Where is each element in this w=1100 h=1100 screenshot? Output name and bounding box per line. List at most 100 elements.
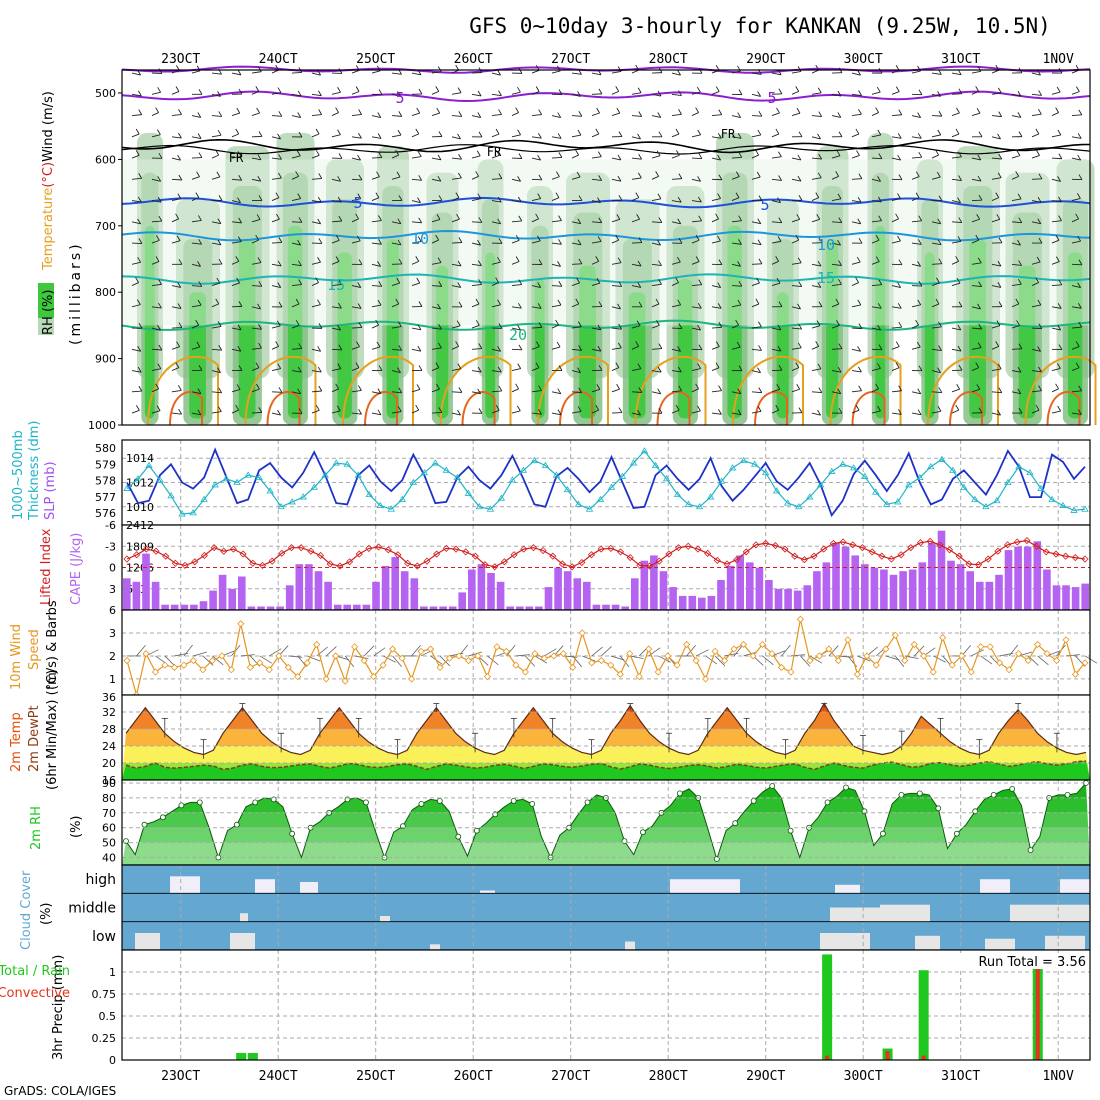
- wind-barb-flag: [998, 237, 1003, 244]
- wind-barb-flag: [1038, 237, 1043, 244]
- wind-barb-flag: [935, 298, 940, 305]
- wind-barb: [791, 388, 800, 393]
- wind10-speed-point: [540, 654, 548, 662]
- lifted-index-point: [849, 541, 857, 549]
- wind-barb: [451, 325, 461, 329]
- wind-barb-flag: [157, 196, 162, 203]
- wind10-speed-point: [683, 640, 691, 649]
- wind-barb: [451, 218, 460, 223]
- wind-barb-flag: [478, 279, 482, 285]
- wind-barb: [551, 304, 562, 308]
- wind-barb-flag: [936, 277, 940, 284]
- wind-barb: [931, 410, 942, 414]
- wind-barb: [391, 303, 399, 308]
- cape-bar: [908, 569, 917, 610]
- wind-barb: [531, 157, 541, 161]
- wind10-speed-point: [161, 661, 169, 669]
- wind-barb: [891, 218, 899, 223]
- wind10-speed-point: [929, 668, 937, 676]
- wind-barb: [631, 69, 639, 74]
- wind-barb: [531, 285, 541, 288]
- wind-barb-flag: [798, 323, 803, 330]
- thickness-point: [618, 472, 627, 479]
- wind-barb-flag: [598, 217, 603, 223]
- wind-barb: [391, 282, 400, 286]
- wind-barb-flag: [377, 261, 381, 267]
- wind-barb: [1071, 91, 1080, 95]
- wind-barb-flag: [817, 409, 821, 416]
- wind-barb: [271, 197, 280, 201]
- wind-barb: [871, 327, 881, 331]
- wind-barb: [871, 200, 882, 203]
- wind10-barb: [544, 648, 557, 657]
- wind-barb: [151, 91, 161, 95]
- cape-bar: [755, 567, 764, 610]
- wind-barb: [531, 218, 539, 223]
- wind-barb-flag: [358, 109, 363, 115]
- wind-barb-flag: [198, 152, 203, 158]
- wind-barb: [991, 157, 1002, 160]
- wind-barb-flag: [1055, 256, 1060, 262]
- cape-bar: [257, 606, 265, 610]
- wind-barb: [491, 133, 500, 138]
- wind-barb-flag: [596, 384, 601, 390]
- wind-barb-flag: [698, 153, 703, 159]
- wind-barb: [831, 198, 842, 202]
- wind-barb: [891, 157, 901, 161]
- cloud-block-low: [625, 941, 635, 950]
- wind10-barb: [344, 655, 355, 668]
- wind-barb-flag: [397, 367, 401, 373]
- wind-barb-flag: [1018, 260, 1022, 266]
- wind-barb: [331, 388, 339, 393]
- wind-barb-flag: [877, 129, 882, 136]
- wind-barb-flag: [877, 324, 882, 331]
- wind10-speed-point: [939, 634, 947, 642]
- precip-legend-convective: Convective: [0, 986, 70, 1001]
- wind-barb-flag: [915, 171, 920, 177]
- wind-barb-flag: [1057, 324, 1062, 331]
- wind-barb: [791, 90, 799, 95]
- wind-barb-flag: [218, 387, 223, 394]
- cape-bar: [774, 588, 783, 610]
- thickness-point: [607, 483, 616, 490]
- wind-barb-flag: [758, 110, 763, 117]
- cloud-block-low: [1045, 935, 1085, 950]
- wind-barb: [651, 370, 662, 373]
- wind10-speed-point: [844, 636, 852, 644]
- wind-barb: [371, 324, 379, 329]
- wind-barb-flag: [917, 112, 922, 118]
- wind-barb-flag: [817, 87, 822, 94]
- wind-barb: [251, 347, 262, 350]
- wind-barb: [511, 368, 521, 371]
- wind-barb-flag: [815, 192, 820, 198]
- wind-barb: [351, 346, 360, 350]
- wind-barb: [591, 388, 601, 393]
- wind-barb-flag: [378, 365, 383, 371]
- wind-barb-flag: [658, 343, 663, 349]
- wind-barb: [171, 389, 182, 393]
- temp-tick-label: 24: [102, 740, 116, 753]
- wind-barb: [571, 242, 582, 246]
- cape-bar: [132, 581, 141, 610]
- wind-barb-flag: [297, 239, 301, 246]
- wind-barb-flag: [278, 301, 283, 308]
- wind-barb: [871, 261, 880, 265]
- wind-barb-flag: [578, 345, 583, 351]
- wind-barb-flag: [995, 192, 1000, 198]
- wind-barb-flag: [197, 409, 202, 416]
- rh2-point: [1027, 847, 1034, 853]
- wind-barb-flag: [398, 258, 403, 265]
- cape-bar: [1043, 569, 1051, 610]
- wind-barb-flag: [1038, 323, 1043, 329]
- wind-barb-flag: [695, 383, 699, 390]
- wind-barb: [871, 134, 881, 138]
- wind-barb: [891, 326, 902, 329]
- rh-shade-light: [122, 159, 1090, 326]
- lifted-index-point: [229, 545, 238, 553]
- wind-barb-flag: [755, 298, 760, 305]
- wind-barb: [211, 154, 219, 159]
- wind-barb-flag: [318, 323, 323, 329]
- top-date-tick: 27OCT: [551, 52, 590, 67]
- wind10-speed-point: [834, 656, 842, 665]
- rh-shade-green: [579, 265, 596, 419]
